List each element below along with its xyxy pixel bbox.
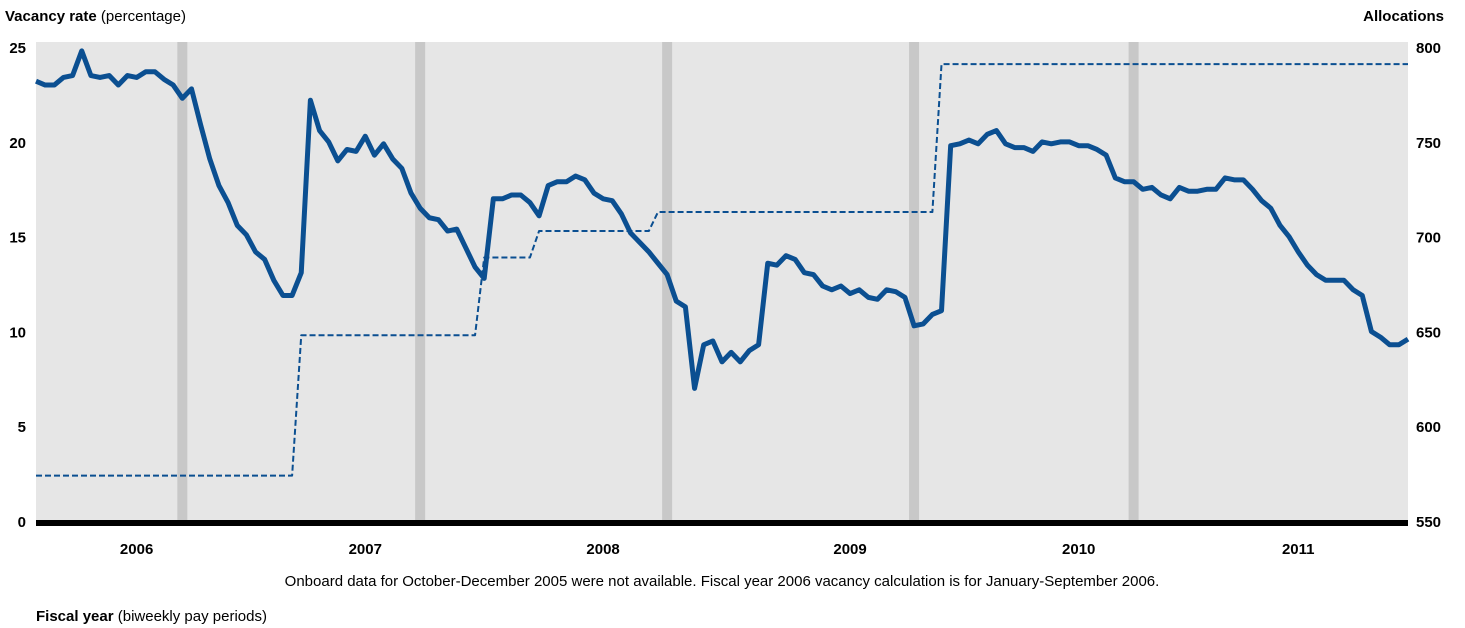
x-axis-title-note: (biweekly pay periods) [118, 608, 267, 625]
x-tick-label: 2008 [586, 541, 619, 558]
x-axis-title: Fiscal year (biweekly pay periods) [36, 608, 267, 625]
y-axis-title: Vacancy rate (percentage) [5, 8, 186, 25]
y-tick-label: 20 [9, 135, 26, 152]
y-tick-label: 10 [9, 324, 26, 341]
y-tick-label: 5 [18, 419, 26, 436]
period-band [177, 42, 188, 523]
y2-axis-title: Allocations [1363, 8, 1444, 25]
y-axis-title-note: (percentage) [101, 8, 186, 25]
x-tick-label: 2010 [1062, 541, 1095, 558]
x-axis-title-main: Fiscal year [36, 608, 114, 625]
y2-tick-label: 550 [1416, 514, 1441, 531]
allocations-line [36, 63, 1408, 477]
y-axis-title-main: Vacancy rate [5, 8, 97, 25]
y2-tick-label: 600 [1416, 419, 1441, 436]
note: Onboard data for October-December 2005 w… [285, 573, 1160, 590]
y-tick-label: 25 [9, 40, 26, 57]
y2-tick-label: 800 [1416, 40, 1441, 57]
period-band [662, 42, 673, 523]
x-tick-label: 2009 [833, 541, 866, 558]
y-tick-label: 15 [9, 230, 26, 247]
y2-tick-label: 650 [1416, 324, 1441, 341]
period-band [1128, 42, 1139, 523]
plot-background [36, 42, 1408, 523]
period-band [415, 42, 426, 523]
period-band [909, 42, 920, 523]
y2-tick-label: 700 [1416, 230, 1441, 247]
x-tick-label: 2007 [349, 541, 382, 558]
x-tick-label: 2011 [1282, 541, 1315, 558]
y-tick-label: 0 [18, 514, 26, 531]
x-tick-label: 2006 [120, 541, 153, 558]
y2-tick-label: 750 [1416, 135, 1441, 152]
vacancy-line [35, 48, 1410, 391]
